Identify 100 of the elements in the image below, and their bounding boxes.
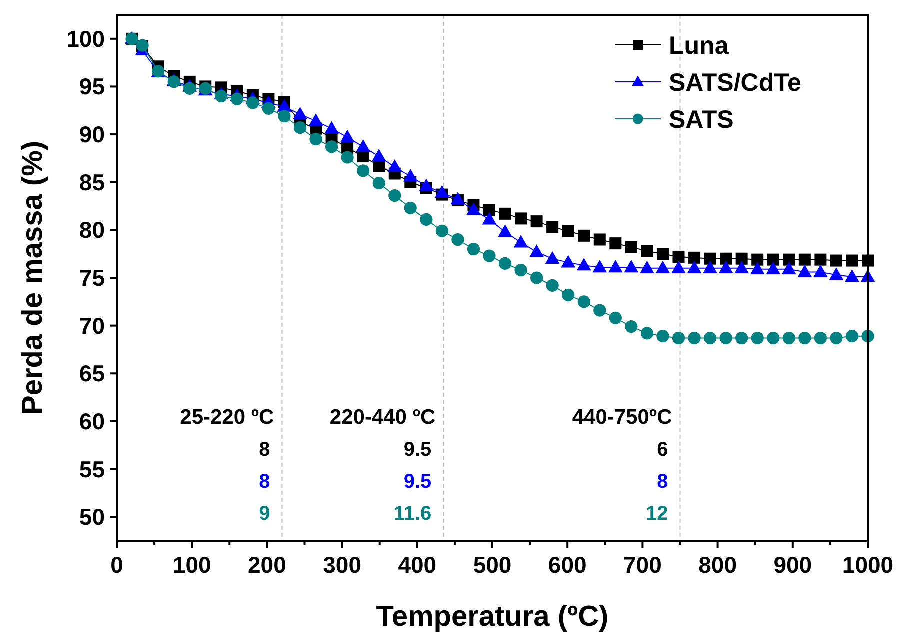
point — [498, 224, 512, 238]
x-tick-label: 100 — [172, 552, 212, 578]
point — [308, 114, 324, 126]
point — [814, 332, 827, 345]
point — [434, 185, 450, 198]
point — [782, 332, 796, 345]
point — [640, 327, 654, 340]
point — [656, 260, 670, 274]
annotation: 6 — [657, 439, 668, 461]
point — [736, 252, 748, 265]
point — [798, 332, 812, 345]
point — [325, 140, 338, 154]
point — [246, 96, 260, 110]
point — [562, 288, 575, 302]
point — [766, 262, 781, 274]
point — [687, 260, 702, 274]
point — [578, 296, 590, 308]
annotation: 12 — [646, 503, 668, 525]
point — [688, 332, 701, 345]
legend-label: Luna — [669, 32, 730, 60]
point — [594, 304, 606, 317]
point — [783, 254, 796, 266]
annotation: 9 — [259, 503, 270, 525]
point — [466, 202, 481, 216]
point — [656, 330, 670, 343]
point — [830, 254, 842, 267]
point — [625, 241, 638, 254]
point — [404, 202, 417, 214]
x-tick-label: 400 — [398, 552, 437, 578]
point — [734, 260, 750, 274]
point — [846, 330, 859, 343]
y-tick-label: 65 — [79, 360, 106, 387]
point — [767, 332, 780, 345]
annotation: 8 — [657, 471, 668, 493]
point — [561, 255, 576, 268]
point — [846, 254, 858, 267]
point — [594, 234, 606, 246]
y-tick-label: 70 — [79, 312, 105, 339]
point — [467, 243, 480, 256]
point — [530, 272, 544, 284]
point — [294, 122, 307, 134]
point — [592, 260, 608, 273]
point — [514, 264, 528, 277]
point — [782, 262, 796, 274]
y-axis-title: Perda de massa (%) — [17, 140, 49, 416]
x-tick-label: 1000 — [842, 552, 894, 578]
point — [672, 260, 686, 274]
point — [530, 216, 543, 228]
point — [420, 213, 433, 226]
annotation: 11.6 — [394, 503, 432, 525]
point — [576, 258, 592, 271]
point — [752, 254, 764, 266]
point — [230, 92, 244, 106]
point — [688, 252, 701, 264]
point — [624, 260, 639, 273]
x-axis-title: Temperatura (ºC) — [376, 601, 609, 633]
point — [562, 225, 574, 238]
point — [293, 106, 308, 120]
point — [640, 260, 654, 274]
point — [750, 262, 765, 274]
point — [450, 192, 466, 205]
point — [324, 121, 339, 134]
point — [736, 332, 748, 345]
point — [514, 235, 528, 248]
point — [703, 260, 718, 274]
point — [720, 332, 732, 345]
annotation: 9.5 — [404, 439, 432, 461]
point — [641, 245, 654, 258]
y-tick-label: 75 — [79, 265, 106, 291]
point — [341, 151, 354, 164]
x-tick-label: 900 — [774, 552, 812, 578]
annotation: 220-440 ºC — [330, 406, 436, 429]
point — [356, 139, 371, 152]
point — [388, 160, 402, 172]
point — [372, 149, 386, 162]
point — [498, 257, 512, 270]
annotation: 9.5 — [404, 471, 432, 493]
point — [720, 252, 732, 265]
legend-label: SATS — [669, 106, 734, 134]
y-tick-label: 85 — [79, 169, 106, 196]
point — [813, 264, 828, 278]
point — [814, 254, 827, 266]
point — [609, 312, 622, 324]
point — [403, 169, 418, 182]
point — [483, 204, 496, 216]
x-tick-label: 800 — [698, 552, 737, 578]
point — [483, 250, 496, 262]
point — [372, 177, 386, 190]
point — [608, 260, 623, 273]
point — [546, 221, 559, 234]
point — [672, 250, 685, 263]
x-tick-label: 0 — [110, 552, 124, 578]
point — [419, 178, 434, 192]
point — [578, 230, 590, 242]
y-tick-label: 60 — [79, 408, 105, 434]
point — [388, 189, 402, 202]
x-tick-label: 600 — [548, 552, 587, 578]
point — [610, 238, 622, 250]
point — [546, 279, 559, 292]
annotation: 8 — [259, 439, 270, 461]
